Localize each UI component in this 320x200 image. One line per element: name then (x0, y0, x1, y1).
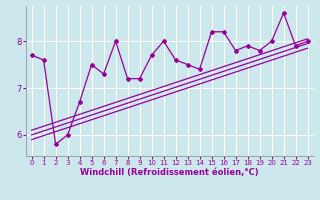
X-axis label: Windchill (Refroidissement éolien,°C): Windchill (Refroidissement éolien,°C) (80, 168, 259, 177)
